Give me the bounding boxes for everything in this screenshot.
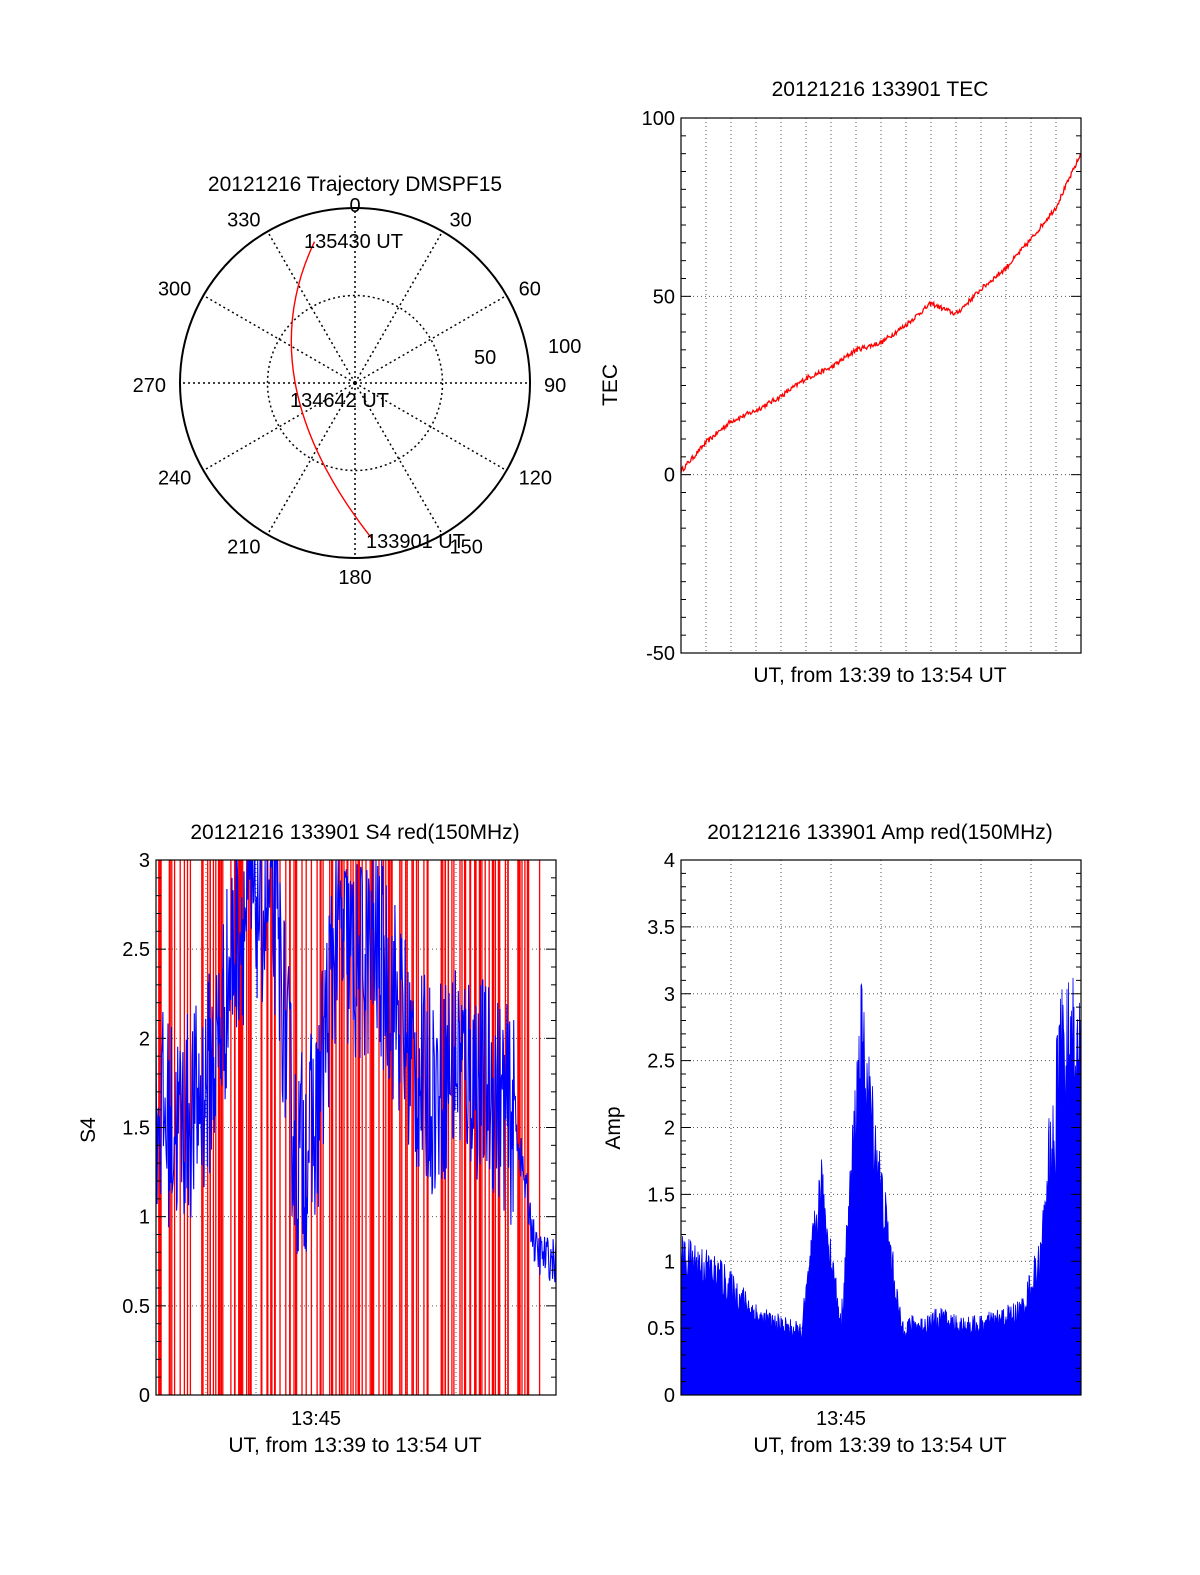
polar-spoke bbox=[354, 382, 444, 535]
tec-title: 20121216 133901 TEC bbox=[772, 78, 989, 101]
polar-spoke bbox=[266, 231, 356, 384]
trajectory-end-label: 135430 UT bbox=[304, 231, 403, 253]
y-tick-label: 0 bbox=[664, 1385, 675, 1407]
y-tick-label: 3 bbox=[139, 850, 150, 872]
polar-spoke bbox=[266, 382, 356, 535]
tec-y-ticks: 100 50 0 -50 bbox=[642, 108, 1081, 665]
polar-trajectory-plot: 20121216 Trajectory DMSPF15 0 30 60 90 120 15… bbox=[133, 173, 582, 589]
s4-y-ticks: 3 2.5 2 1.5 1 0.5 0 bbox=[122, 850, 556, 1407]
azimuth-labels: 0 30 60 90 120 150 180 210 240 270 300 330 bbox=[133, 195, 567, 589]
amp-chart: 20121216 133901 Amp red(150MHz) 4 3.5 3 2.5… bbox=[602, 821, 1082, 1457]
tec-grid bbox=[681, 118, 1081, 653]
y-tick-label: 1.5 bbox=[647, 1184, 675, 1206]
y-tick-label: 0.5 bbox=[122, 1296, 150, 1318]
polar-title: 20121216 Trajectory DMSPF15 bbox=[208, 173, 502, 196]
y-tick-label: 1 bbox=[664, 1251, 675, 1273]
y-tick-label: 2.5 bbox=[122, 939, 150, 961]
azimuth-label: 150 bbox=[450, 537, 483, 559]
azimuth-label: 90 bbox=[544, 375, 566, 397]
s4-x-tick-label: 13:45 bbox=[291, 1408, 341, 1430]
s4-title: 20121216 133901 S4 red(150MHz) bbox=[190, 821, 519, 844]
azimuth-label: 0 bbox=[349, 195, 360, 217]
trajectory-mid-label: 134642 UT bbox=[290, 390, 389, 412]
trajectory-start-label: 133901 UT bbox=[366, 531, 465, 553]
y-tick-label: 3 bbox=[664, 984, 675, 1006]
s4-blue-series bbox=[155, 859, 557, 1283]
polar-spoke bbox=[354, 231, 444, 384]
ring-label-50: 50 bbox=[474, 347, 496, 369]
y-tick-label: 100 bbox=[642, 108, 675, 130]
y-tick-label: 1.5 bbox=[122, 1118, 150, 1140]
y-tick-label: 2 bbox=[664, 1118, 675, 1140]
azimuth-label: 180 bbox=[338, 567, 371, 589]
tec-chart: 20121216 133901 TEC 100 50 0 -50 UT, from 1… bbox=[599, 78, 1082, 687]
y-tick-label: 0 bbox=[139, 1385, 150, 1407]
azimuth-label: 240 bbox=[158, 468, 191, 490]
amp-title: 20121216 133901 Amp red(150MHz) bbox=[707, 821, 1053, 844]
azimuth-label: 330 bbox=[227, 209, 260, 231]
azimuth-label: 300 bbox=[158, 279, 191, 301]
azimuth-label: 210 bbox=[227, 537, 260, 559]
polar-outer-circle bbox=[179, 207, 531, 559]
s4-chart: 20121216 133901 S4 red(150MHz) 3 2.5 2 1.5 1… bbox=[77, 821, 557, 1457]
amp-blue-series bbox=[680, 977, 1082, 1396]
amp-x-tick-label: 13:45 bbox=[816, 1408, 866, 1430]
azimuth-label: 270 bbox=[133, 375, 166, 397]
amp-x-label: UT, from 13:39 to 13:54 UT bbox=[753, 1434, 1006, 1457]
tec-y-label: TEC bbox=[599, 364, 622, 406]
azimuth-label: 60 bbox=[519, 279, 541, 301]
y-tick-label: 4 bbox=[664, 850, 675, 872]
trajectory-line bbox=[290, 241, 372, 539]
y-tick-label: 2 bbox=[139, 1028, 150, 1050]
amp-y-label: Amp bbox=[602, 1106, 625, 1149]
y-tick-label: -50 bbox=[646, 643, 675, 665]
y-tick-label: 1 bbox=[139, 1207, 150, 1229]
polar-grid bbox=[180, 208, 530, 558]
azimuth-label: 30 bbox=[450, 209, 472, 231]
polar-spoke bbox=[203, 294, 356, 384]
s4-x-label: UT, from 13:39 to 13:54 UT bbox=[228, 1434, 481, 1457]
y-tick-label: 0 bbox=[664, 465, 675, 487]
polar-spoke bbox=[203, 382, 356, 472]
amp-y-ticks: 4 3.5 3 2.5 2 1.5 1 0.5 0 bbox=[647, 850, 1081, 1407]
polar-spoke bbox=[354, 382, 507, 472]
tec-series-line bbox=[680, 153, 1082, 474]
y-tick-label: 2.5 bbox=[647, 1051, 675, 1073]
ring-label-100: 100 bbox=[548, 336, 581, 358]
y-tick-label: 0.5 bbox=[647, 1318, 675, 1340]
polar-spoke bbox=[354, 294, 507, 384]
tec-x-label: UT, from 13:39 to 13:54 UT bbox=[753, 664, 1006, 687]
y-tick-label: 50 bbox=[653, 286, 675, 308]
polar-ring bbox=[266, 294, 444, 472]
s4-y-label: S4 bbox=[77, 1117, 100, 1143]
azimuth-label: 120 bbox=[519, 468, 552, 490]
y-tick-label: 3.5 bbox=[647, 917, 675, 939]
